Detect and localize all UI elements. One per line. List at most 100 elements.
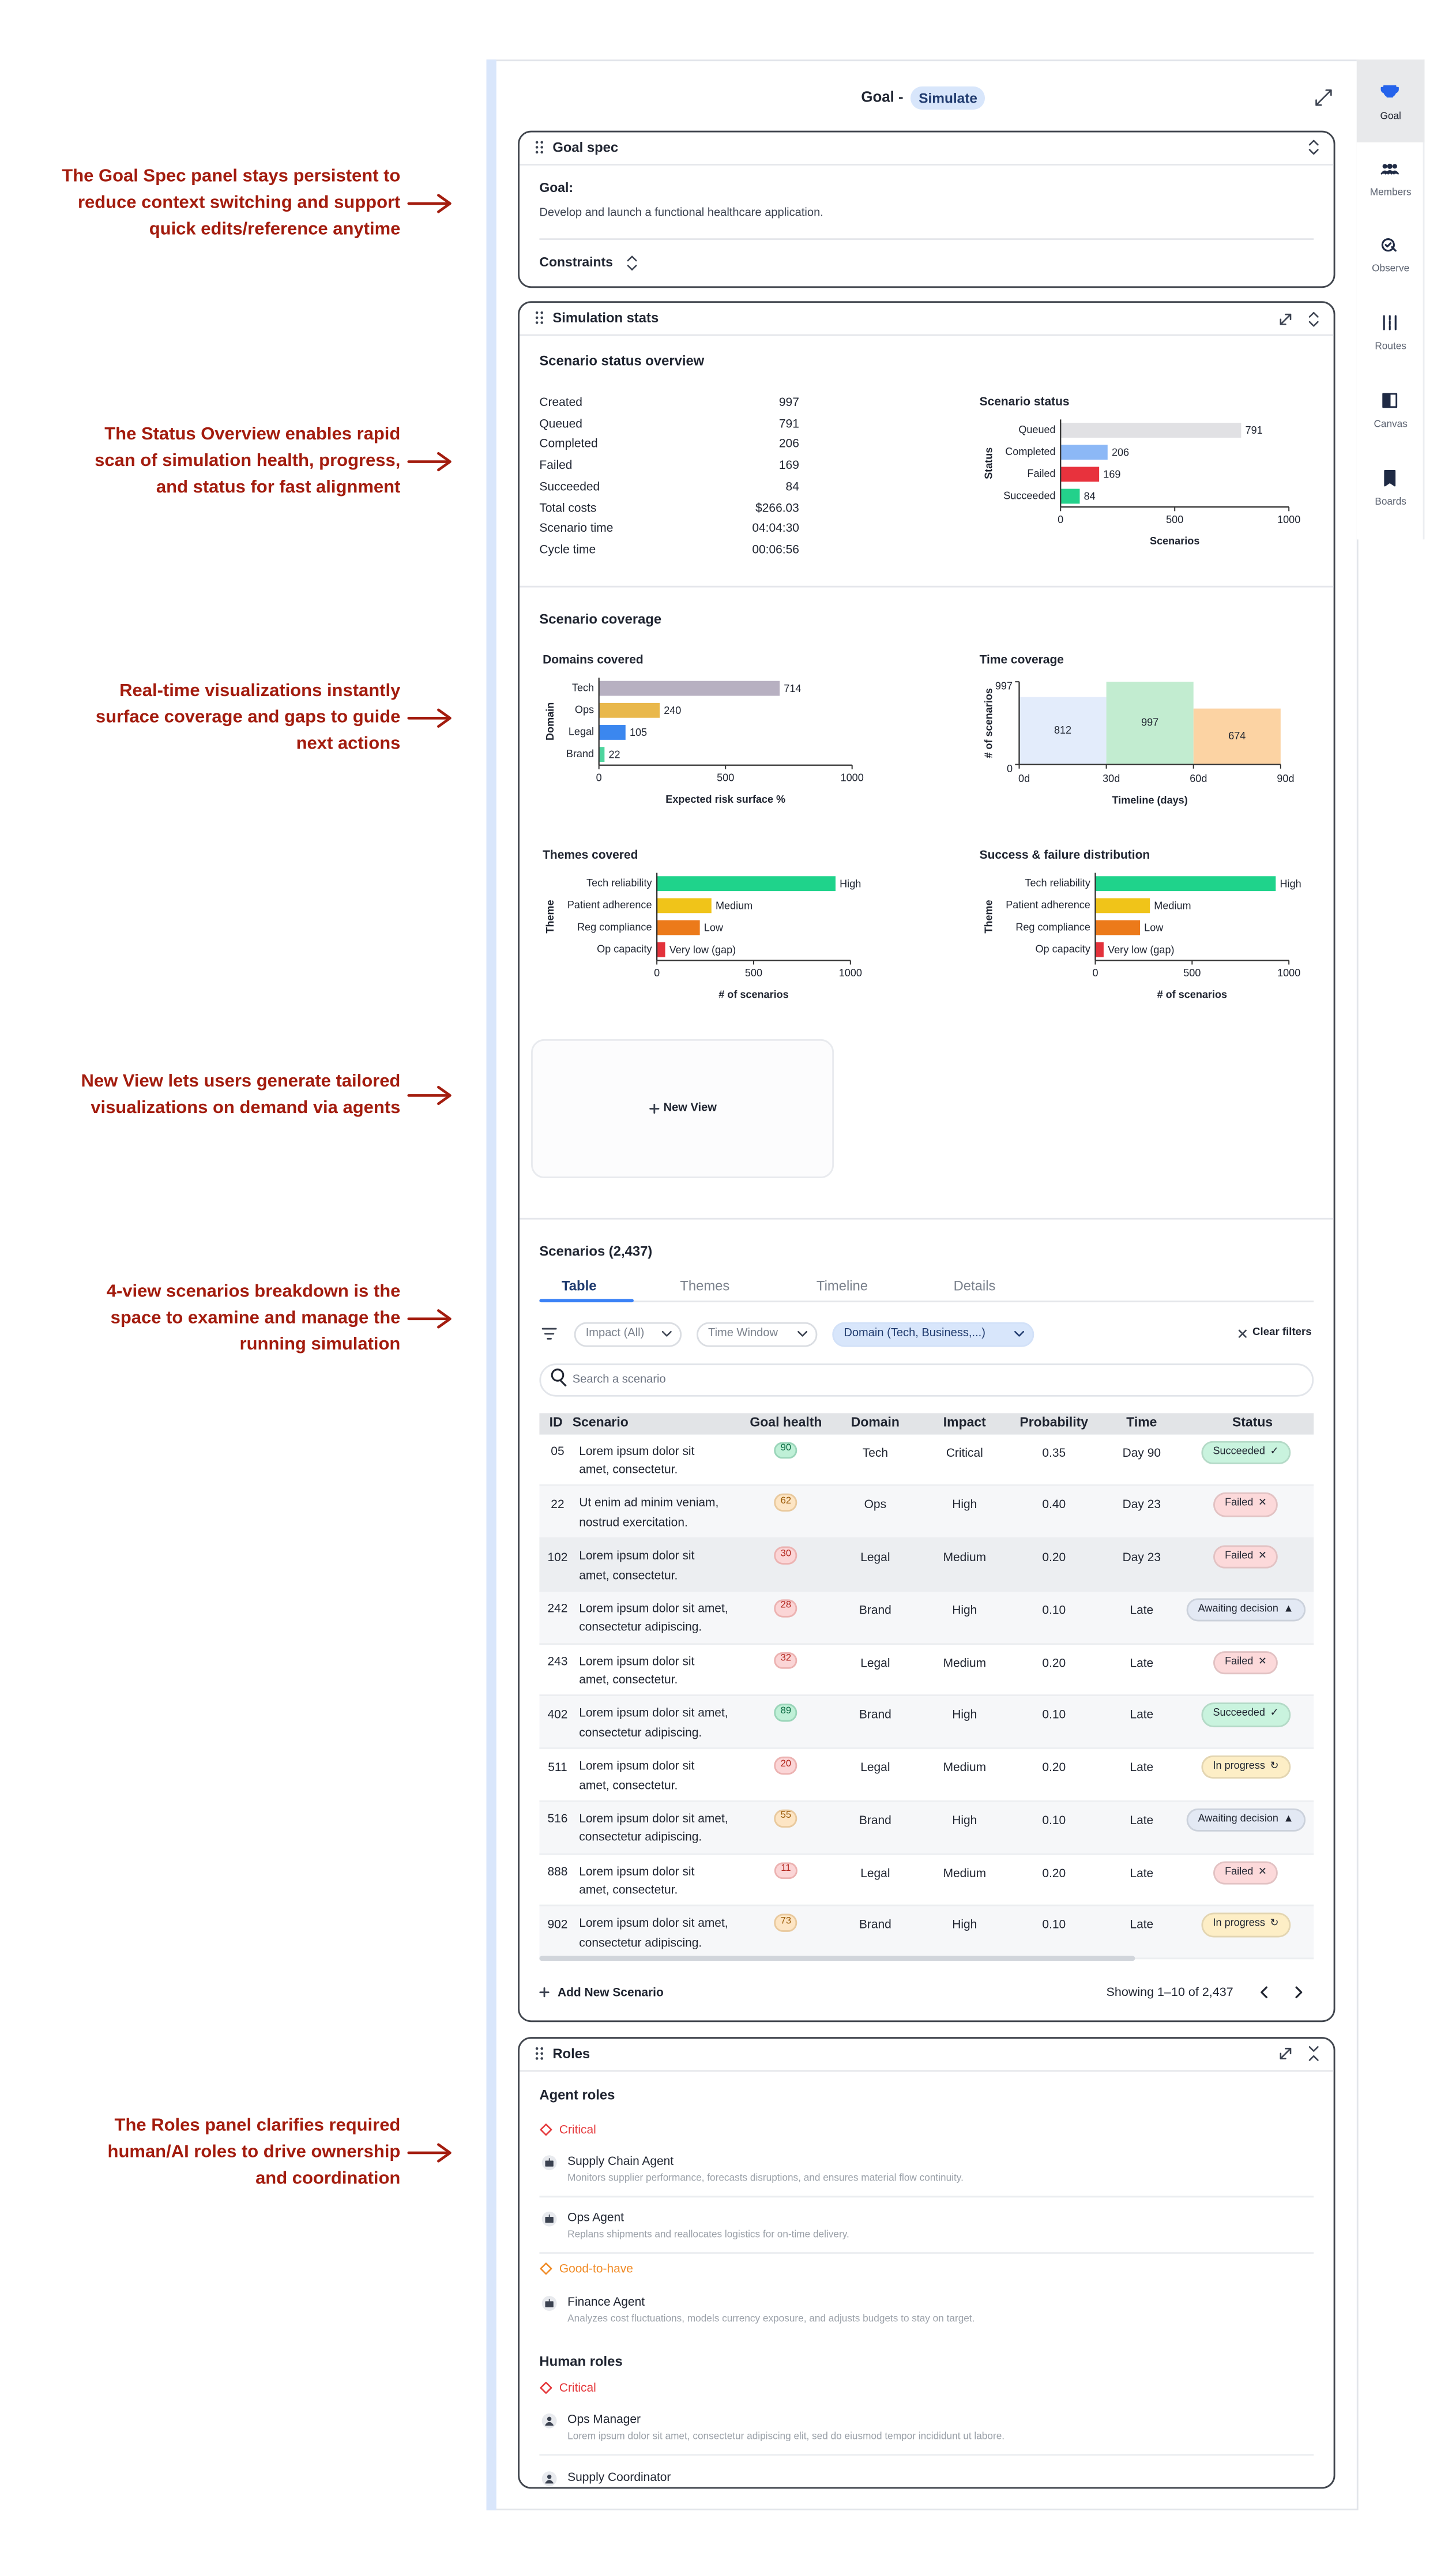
divider (519, 164, 1334, 166)
cell-time: Day 23 (1122, 1497, 1161, 1512)
tab[interactable]: Details (953, 1277, 996, 1294)
card-title: Goal spec (552, 138, 619, 156)
cell-time: Late (1130, 1864, 1154, 1880)
annotation-arrow (407, 194, 452, 213)
cell-impact: High (952, 1706, 977, 1722)
status-badge-text: In progress (1213, 1760, 1265, 1772)
table-row[interactable] (539, 1801, 1314, 1855)
cell-domain: Legal (860, 1760, 890, 1775)
stat-value: 997 (778, 394, 799, 409)
status-badge-text: Failed (1225, 1550, 1254, 1562)
status-badge-text: ↻ (1270, 1760, 1279, 1772)
cell-id: 102 (547, 1548, 568, 1564)
status-badge-text: ✕ (1258, 1865, 1267, 1877)
sidebar-item[interactable]: Canvas (1374, 420, 1408, 431)
divider (519, 334, 1334, 336)
table-header (539, 1412, 1314, 1434)
stat-label: Succeeded (539, 478, 600, 494)
annotation-line: space to examine and manage the (110, 1308, 401, 1328)
divider (539, 2252, 1314, 2254)
goal-health-badge: 73 (774, 1914, 798, 1933)
cell-probability: 0.35 (1042, 1444, 1066, 1460)
goal-health-badge: 90 (774, 1441, 798, 1460)
section-title: Scenario status overview (539, 352, 705, 369)
cell-scenario: Ut enim ad minim veniam, (579, 1495, 719, 1510)
annotation-line: surface coverage and gaps to guide (95, 707, 401, 728)
table-row[interactable] (539, 1854, 1314, 1907)
sidebar-item[interactable]: Goal (1380, 112, 1401, 123)
tab[interactable]: Themes (680, 1277, 730, 1294)
table-row[interactable] (539, 1539, 1314, 1592)
cell-probability: 0.20 (1042, 1549, 1066, 1565)
tab[interactable]: Table (562, 1277, 597, 1294)
add-scenario-button[interactable]: Add New Scenario (557, 1984, 664, 2000)
cell-scenario: consectetur adipiscing. (579, 1724, 702, 1739)
annotation-line: and status for fast alignment (156, 478, 401, 498)
panel-edge (486, 59, 496, 2510)
table-row[interactable] (539, 1591, 1314, 1644)
cell-time: Late (1130, 1706, 1154, 1722)
filter-pill[interactable] (696, 1321, 818, 1347)
priority-label: Critical (559, 2380, 596, 2395)
stat-value: 206 (778, 436, 799, 452)
table-row[interactable] (539, 1696, 1314, 1749)
column-header: Probability (1019, 1415, 1089, 1430)
sidebar-item[interactable]: Observe (1372, 265, 1410, 275)
cell-probability: 0.10 (1042, 1602, 1066, 1617)
divider (539, 2454, 1314, 2456)
cell-scenario: consectetur adipiscing. (579, 1934, 702, 1950)
new-view-card[interactable] (531, 1039, 834, 1178)
sidebar-item[interactable]: Members (1370, 189, 1412, 199)
annotation-arrow (407, 2143, 452, 2163)
table-row[interactable] (539, 1644, 1314, 1697)
label[interactable]: Constraints (539, 254, 613, 270)
tab[interactable]: Timeline (816, 1277, 868, 1294)
cell-scenario: amet, consectetur. (579, 1461, 678, 1477)
clear-filters[interactable]: Clear filters (1252, 1326, 1312, 1339)
annotation-line: The Roles panel clarifies required (114, 2115, 401, 2136)
mode-badge-text: Simulate (919, 89, 977, 106)
section-title: Scenarios (2,437) (539, 1242, 653, 1260)
goal-health-badge: 32 (774, 1651, 798, 1670)
cell-domain: Brand (859, 1917, 891, 1933)
role-name: Supply Coordinator (567, 2469, 671, 2484)
search-box[interactable] (539, 1363, 1314, 1397)
cell-scenario: amet, consectetur. (579, 1882, 678, 1897)
table-row[interactable] (539, 1907, 1314, 1960)
goal-health-badge: 20 (774, 1756, 798, 1775)
scrollbar (539, 1956, 1135, 1961)
new-view-button: New View (663, 1103, 717, 1115)
cell-domain: Legal (860, 1654, 890, 1670)
table-row[interactable] (539, 1434, 1314, 1487)
annotation-line: Real-time visualizations instantly (119, 681, 401, 701)
status-badge-text: ✕ (1258, 1498, 1267, 1510)
stat-label: Cycle time (539, 541, 596, 557)
sidebar-active (1356, 59, 1425, 142)
role-desc: Replans shipments and reallocates logist… (567, 2230, 849, 2241)
divider (539, 238, 1314, 240)
cell-impact: Medium (943, 1654, 987, 1670)
goal-health-badge-text: 11 (781, 1864, 791, 1874)
column-header: Time (1126, 1415, 1157, 1430)
goal-health-badge-text: 62 (780, 1496, 792, 1507)
status-badge: Succeeded ✓ (1201, 1702, 1291, 1727)
status-badge: In progress ↻ (1201, 1755, 1291, 1779)
cell-scenario: consectetur adipiscing. (579, 1829, 702, 1845)
priority-label: Good-to-have (559, 2261, 633, 2276)
cell-scenario: amet, consectetur. (579, 1672, 678, 1687)
role-desc: Analyzes cost fluctuations, models curre… (567, 2315, 975, 2325)
cell-time: Day 90 (1122, 1444, 1161, 1460)
sidebar-item[interactable]: Boards (1375, 498, 1406, 508)
cell-id: 511 (548, 1758, 567, 1774)
divider (539, 1300, 1314, 1303)
status-badge: Succeeded ✓ (1201, 1440, 1291, 1464)
filter-label: Domain (Tech, Business,...) (844, 1328, 985, 1340)
cell-impact: Critical (946, 1444, 983, 1460)
annotation-arrow (407, 452, 452, 472)
filter-pill[interactable] (832, 1321, 1034, 1347)
table-row[interactable] (539, 1749, 1314, 1802)
sidebar-item[interactable]: Routes (1375, 342, 1406, 353)
cell-domain: Brand (859, 1706, 891, 1722)
table-row[interactable] (539, 1486, 1314, 1539)
